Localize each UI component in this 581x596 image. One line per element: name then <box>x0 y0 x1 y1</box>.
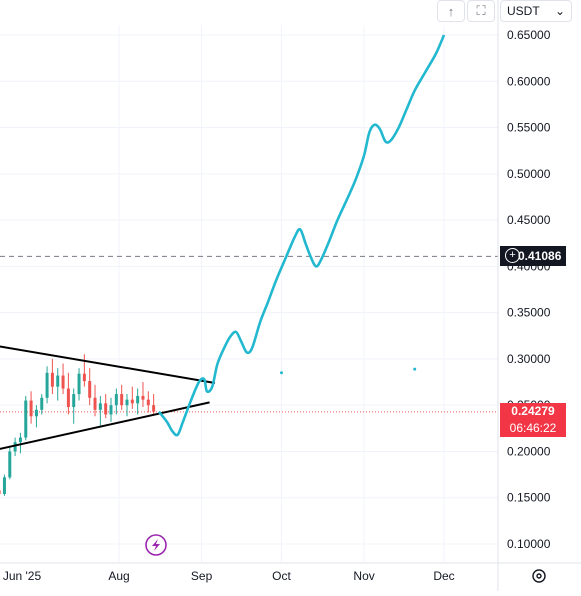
candle-body <box>50 372 54 387</box>
x-tick-label: Jun '25 <box>3 569 42 583</box>
candle-body <box>77 373 81 395</box>
y-tick-label: 0.35000 <box>507 306 551 320</box>
trendline <box>0 401 210 450</box>
candle-body <box>0 490 1 495</box>
candle-body <box>40 397 44 410</box>
projection-lines <box>157 34 446 437</box>
y-tick-label: 0.45000 <box>507 213 551 227</box>
candle-body <box>82 373 86 382</box>
y-tick-label: 0.20000 <box>507 444 551 458</box>
horizontal-lines <box>0 255 498 413</box>
candle-body <box>45 372 49 398</box>
x-tick-label: Dec <box>433 569 454 583</box>
marker-price-badge[interactable]: + 0.41086 <box>500 246 566 267</box>
lightning-icon[interactable] <box>145 534 167 556</box>
countdown-label: 06:46:22 <box>509 420 557 435</box>
y-tick-label: 0.30000 <box>507 352 551 366</box>
projection-line <box>157 34 446 437</box>
marker-dot <box>413 367 417 371</box>
candle-body <box>24 400 28 438</box>
currency-selector[interactable]: USDT ⌄ <box>500 0 572 22</box>
candle-body <box>61 375 65 389</box>
x-tick-label: Nov <box>353 569 374 583</box>
x-axis: Jun '25 Aug Sep Oct Nov Dec <box>0 562 581 583</box>
x-tick-label: Oct <box>272 569 291 583</box>
candle-body <box>66 388 70 408</box>
candle-body <box>98 403 102 410</box>
candle-body <box>29 400 33 417</box>
y-tick-label: 0.50000 <box>507 167 551 181</box>
y-tick-label: 0.15000 <box>507 491 551 505</box>
candle-body <box>18 437 22 443</box>
grid-lines <box>0 25 498 563</box>
candle-body <box>13 442 17 452</box>
candle-body <box>130 399 134 404</box>
candle-body <box>114 394 118 406</box>
candles <box>0 354 156 496</box>
current-price-label: 0.24279 <box>511 403 555 418</box>
current-price-badge: 0.24279 06:46:22 <box>500 402 566 437</box>
marker-dot <box>280 371 283 375</box>
candle-body <box>88 381 92 398</box>
candle-body <box>34 409 38 417</box>
candle-body <box>136 395 140 404</box>
candle-body <box>125 399 129 406</box>
candle-body <box>104 403 108 415</box>
y-tick-label: 0.55000 <box>507 121 551 135</box>
candle-body <box>56 375 60 387</box>
y-tick-label: 0.65000 <box>507 28 551 42</box>
bracket-icon[interactable]: ⛶ <box>467 0 495 22</box>
candle-body <box>120 394 124 406</box>
candle-body <box>8 451 12 478</box>
candle-body <box>93 397 97 410</box>
candle-body <box>152 405 156 412</box>
trendline <box>0 345 216 384</box>
candle-body <box>141 395 145 400</box>
candle-body <box>109 405 113 415</box>
candle-body <box>2 477 6 495</box>
markers <box>280 367 417 375</box>
arrow-up-icon[interactable]: ↑ <box>437 0 465 22</box>
y-tick-label: 0.60000 <box>507 74 551 88</box>
trendlines <box>0 345 216 450</box>
candle-body <box>72 394 76 408</box>
candle-body <box>146 399 150 406</box>
x-tick-label: Sep <box>191 569 213 583</box>
settings-gear-icon[interactable] <box>532 569 546 583</box>
marker-price-label: 0.41086 <box>518 249 562 264</box>
chevron-down-icon: ⌄ <box>554 4 565 18</box>
currency-label: USDT <box>507 4 540 18</box>
plus-circle-icon[interactable]: + <box>505 248 520 264</box>
y-tick-label: 0.10000 <box>507 537 551 551</box>
y-axis: 0.650000.600000.550000.500000.450000.400… <box>497 0 551 591</box>
x-tick-label: Aug <box>108 569 129 583</box>
